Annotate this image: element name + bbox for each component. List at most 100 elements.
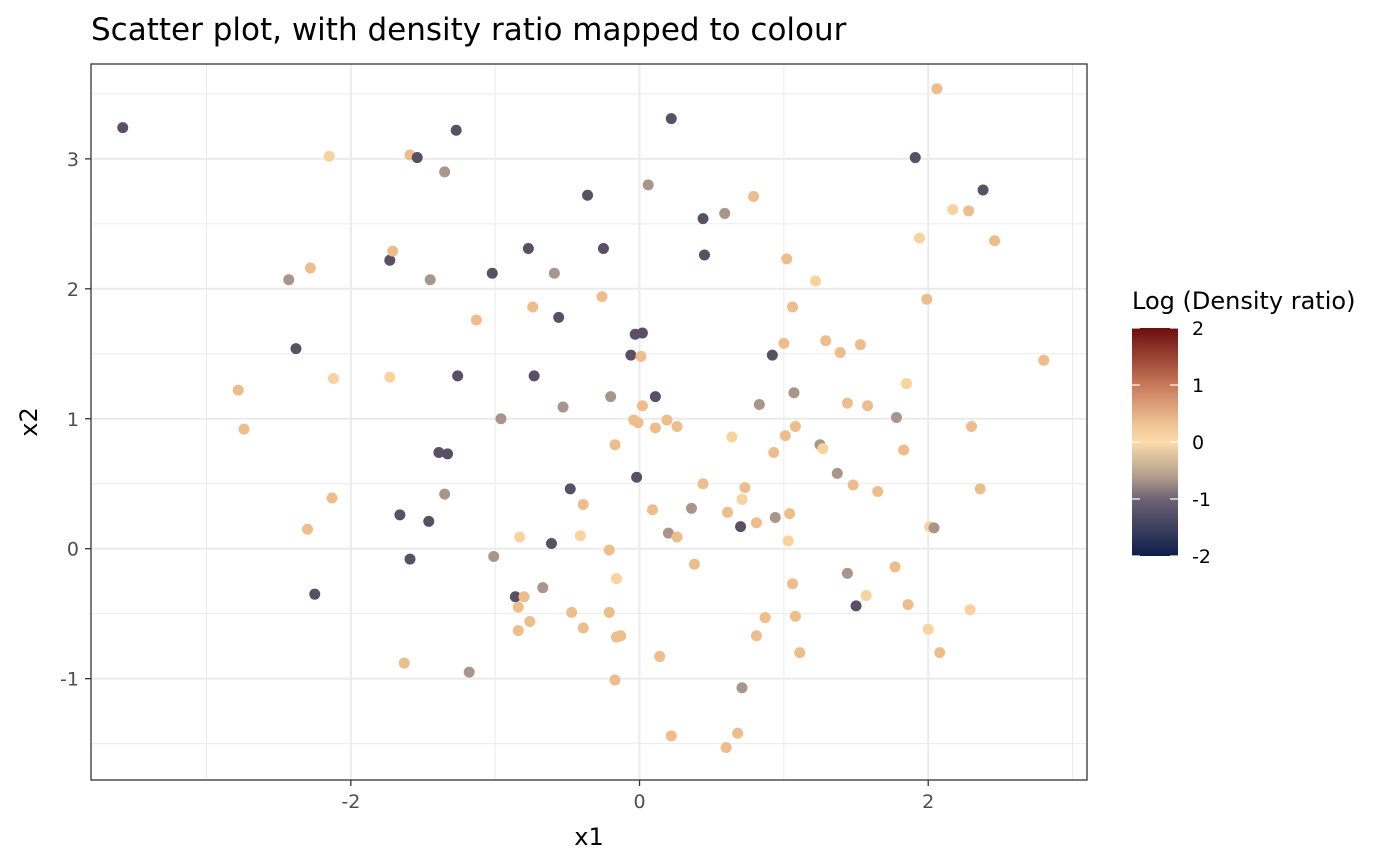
legend-tick-label: 1 (1192, 375, 1204, 397)
data-point (748, 191, 760, 203)
data-point (290, 343, 302, 355)
data-point (635, 350, 647, 362)
legend: Log (Density ratio) 2 1 0 -1 -2 (1132, 287, 1355, 568)
data-point (117, 122, 129, 134)
data-point (847, 479, 859, 491)
legend-tick-label: -2 (1192, 546, 1211, 568)
data-point (557, 401, 569, 413)
data-point (931, 83, 943, 95)
chart-title: Scatter plot, with density ratio mapped … (91, 12, 847, 48)
legend-ticks: 2 1 0 -1 -2 (1132, 318, 1211, 568)
data-point (577, 622, 589, 634)
data-point (902, 599, 914, 611)
data-point (726, 431, 738, 443)
data-point (722, 506, 734, 518)
data-point (631, 471, 643, 483)
data-point (615, 630, 627, 642)
data-point (934, 647, 946, 659)
data-point (922, 623, 934, 635)
data-point (439, 488, 451, 500)
data-point (841, 567, 853, 579)
data-point (470, 314, 482, 326)
data-point (394, 509, 406, 521)
plot-background (91, 64, 1087, 780)
data-point (963, 205, 975, 217)
data-point (739, 482, 751, 494)
data-point (662, 527, 674, 539)
legend-tick-label: -1 (1192, 489, 1211, 511)
data-point (928, 522, 940, 534)
legend-tick-label: 2 (1192, 318, 1204, 340)
data-point (947, 204, 959, 216)
grid-minor (91, 64, 1087, 780)
data-point (964, 604, 976, 616)
data-point (901, 378, 913, 390)
data-point (326, 492, 338, 504)
data-point (921, 293, 933, 305)
data-point (514, 531, 526, 543)
data-point (688, 558, 700, 570)
data-point (977, 184, 989, 196)
data-point (768, 447, 780, 459)
data-point (794, 647, 806, 659)
data-point (439, 166, 451, 178)
data-point (649, 422, 661, 434)
y-axis: -1 0 1 2 3 (60, 149, 91, 691)
data-point (232, 384, 244, 396)
x-tick-label: 2 (922, 791, 934, 813)
legend-title: Log (Density ratio) (1132, 287, 1355, 315)
y-axis-title: x2 (15, 407, 43, 436)
data-point (442, 448, 454, 460)
data-point (860, 589, 872, 601)
data-point (671, 531, 683, 543)
data-point (872, 486, 884, 498)
data-point (495, 413, 507, 425)
data-point (736, 682, 748, 694)
data-point (831, 467, 843, 479)
data-point (647, 504, 659, 516)
data-point (553, 311, 565, 323)
plot-border (90, 63, 1088, 781)
data-point (789, 421, 801, 433)
data-point (789, 610, 801, 622)
data-point (512, 601, 524, 613)
x-axis-title: x1 (574, 823, 603, 851)
data-point (625, 349, 637, 361)
data-point (850, 600, 862, 612)
data-point (524, 615, 536, 627)
data-point (597, 243, 609, 255)
data-point (788, 387, 800, 399)
data-point (898, 444, 910, 456)
data-point (323, 150, 335, 162)
data-point (966, 421, 978, 433)
data-point (238, 423, 250, 435)
data-point (989, 235, 1001, 247)
y-tick-label: -1 (60, 669, 79, 691)
data-point (697, 213, 709, 225)
data-points (117, 83, 1050, 754)
data-point (719, 207, 731, 219)
data-point (450, 124, 462, 136)
data-point (841, 397, 853, 409)
data-point (632, 417, 644, 429)
data-point (596, 291, 608, 303)
data-point (636, 400, 648, 412)
data-point (697, 478, 709, 490)
y-tick-label: 2 (67, 279, 79, 301)
data-point (671, 421, 683, 433)
data-point (909, 152, 921, 164)
data-point (779, 430, 791, 442)
data-point (787, 301, 799, 313)
data-point (512, 625, 524, 637)
data-point (528, 370, 540, 382)
data-point (1038, 354, 1050, 366)
x-axis: -2 0 2 (341, 780, 934, 813)
data-point (854, 339, 866, 351)
data-point (387, 245, 399, 257)
data-point (302, 523, 314, 535)
data-point (820, 335, 832, 347)
data-point (452, 370, 464, 382)
data-point (787, 578, 799, 590)
x-tick-label: -2 (341, 791, 360, 813)
